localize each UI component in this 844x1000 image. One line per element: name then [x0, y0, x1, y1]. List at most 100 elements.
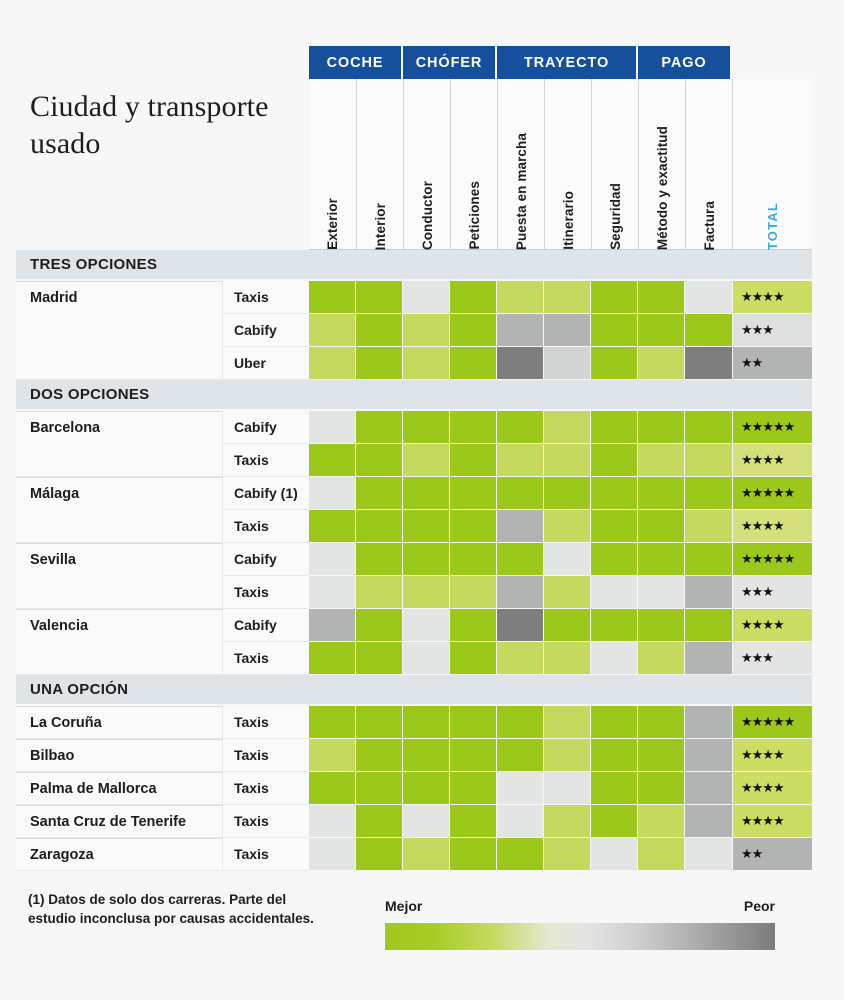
table-row: Taxis ★★★★ [16, 444, 812, 477]
heatmap-cell [638, 706, 685, 739]
column-header-seguridad: Seguridad [591, 79, 638, 250]
heatmap-cell [544, 576, 591, 609]
city-name-cell: Santa Cruz de Tenerife [16, 805, 223, 838]
total-rating-cell: ★★★★ [733, 444, 812, 477]
heatmap-cell [544, 642, 591, 675]
heatmap-cell [356, 706, 403, 739]
heatmap-cell [356, 576, 403, 609]
heatmap-cell [497, 576, 544, 609]
heatmap-cell [544, 772, 591, 805]
heatmap-cell [309, 281, 356, 314]
heatmap-cell [403, 642, 450, 675]
heatmap-cell [356, 739, 403, 772]
heatmap-cells [309, 411, 733, 444]
table-row: Bilbao Taxis ★★★★ [16, 739, 812, 772]
heatmap-cell [544, 347, 591, 380]
heatmap-cell [591, 706, 638, 739]
city-name-cell: Zaragoza [16, 838, 223, 871]
heatmap-cell [450, 642, 497, 675]
heatmap-cell [638, 838, 685, 871]
heatmap-cells [309, 510, 733, 543]
heatmap-cell [403, 444, 450, 477]
heatmap-cell [403, 609, 450, 642]
heatmap-cells [309, 642, 733, 675]
section-header: UNA OPCIÓN [16, 675, 812, 706]
heatmap-cell [638, 576, 685, 609]
column-header-peticiones: Peticiones [450, 79, 497, 250]
heatmap-cell [450, 706, 497, 739]
total-rating-cell: ★★★★ [733, 739, 812, 772]
heatmap-cell [356, 411, 403, 444]
column-group-coche: COCHE [309, 46, 403, 79]
heatmap-cell [544, 805, 591, 838]
heatmap-cell [497, 838, 544, 871]
heatmap-cell [591, 576, 638, 609]
table-row: Palma de Mallorca Taxis ★★★★ [16, 772, 812, 805]
heatmap-cell [544, 314, 591, 347]
heatmap-cell [685, 477, 733, 510]
heatmap-cell [638, 314, 685, 347]
page-title: Ciudad y transporte usado [30, 90, 269, 160]
column-header-exterior: Exterior [309, 79, 356, 250]
service-name-cell: Taxis [223, 739, 309, 772]
heatmap-cell [309, 314, 356, 347]
heatmap-cell [356, 805, 403, 838]
heatmap-cell [403, 838, 450, 871]
column-header-label: Factura [701, 200, 717, 250]
column-header-label: Seguridad [607, 183, 623, 250]
legend-labels: Mejor Peor [385, 898, 775, 914]
heatmap-cell [638, 805, 685, 838]
heatmap-cells [309, 706, 733, 739]
service-name-cell: Uber [223, 347, 309, 380]
heatmap-cells [309, 543, 733, 576]
legend-gradient-bar [385, 923, 775, 950]
heatmap-cell [497, 609, 544, 642]
total-rating-cell: ★★ [733, 347, 812, 380]
legend: Mejor Peor [385, 898, 775, 950]
heatmap-cell [685, 281, 733, 314]
heatmap-cell [309, 543, 356, 576]
heatmap-cell [356, 281, 403, 314]
column-group-header-band: COCHE CHÓFER TRAYECTO PAGO [16, 46, 812, 79]
legend-best-label: Mejor [385, 898, 423, 914]
heatmap-cell [638, 772, 685, 805]
heatmap-cell [403, 477, 450, 510]
heatmap-cell [356, 347, 403, 380]
ratings-table: TRES OPCIONES Madrid Taxis ★★★★ Cabify ★★★ Ube… [16, 250, 812, 871]
table-row: Taxis ★★★ [16, 642, 812, 675]
service-name-cell: Taxis [223, 772, 309, 805]
heatmap-cell [685, 838, 733, 871]
heatmap-cells [309, 805, 733, 838]
heatmap-cell [356, 838, 403, 871]
heatmap-cell [685, 510, 733, 543]
heatmap-cell [497, 805, 544, 838]
heatmap-cell [685, 642, 733, 675]
total-rating-cell: ★★★★★ [733, 477, 812, 510]
heatmap-cells [309, 281, 733, 314]
heatmap-cell [403, 411, 450, 444]
city-name-cell-continuation [16, 576, 223, 609]
heatmap-cell [497, 739, 544, 772]
heatmap-cell [638, 510, 685, 543]
service-name-cell: Cabify [223, 543, 309, 576]
heatmap-cell [450, 314, 497, 347]
heatmap-cell [685, 772, 733, 805]
table-row: Taxis ★★★★ [16, 510, 812, 543]
city-name-cell: Palma de Mallorca [16, 772, 223, 805]
heatmap-cell [685, 576, 733, 609]
heatmap-cells [309, 477, 733, 510]
heatmap-cell [309, 706, 356, 739]
heatmap-cell [685, 805, 733, 838]
table-row: Taxis ★★★ [16, 576, 812, 609]
heatmap-cell [591, 543, 638, 576]
heatmap-cell [544, 838, 591, 871]
heatmap-cell [497, 510, 544, 543]
heatmap-cells [309, 609, 733, 642]
heatmap-cell [497, 314, 544, 347]
total-rating-cell: ★★ [733, 838, 812, 871]
heatmap-cell [403, 543, 450, 576]
heatmap-cell [309, 347, 356, 380]
heatmap-cell [544, 281, 591, 314]
table-row: La Coruña Taxis ★★★★★ [16, 706, 812, 739]
column-header-total: TOTAL [732, 79, 811, 250]
